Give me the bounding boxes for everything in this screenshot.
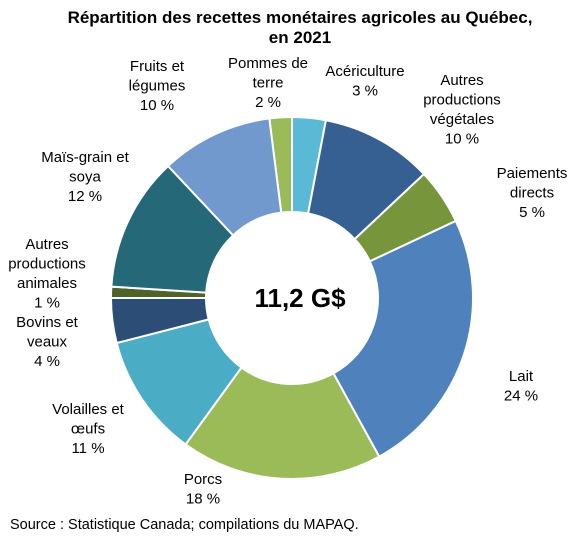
chart-title-line-1: Répartition des recettes monétaires agri… [67,8,533,27]
slice-label-10: Fruits et légumes 10 % [129,58,186,114]
source-note: Source : Statistique Canada; compilation… [10,517,359,533]
center-total-label: 11,2 G$ [254,283,346,313]
slice-labels: Pommes de terre 2 % Acériculture 3 % Autres pr… [8,55,567,508]
slice-label-line: Volailles et [52,401,125,418]
slice-label-line: Lait [509,368,534,385]
slice-label-line: Autres [25,236,68,253]
slice-label-4: Lait 24 % [504,368,538,405]
slice-label-6: Volailles et œufs 11 % [52,401,125,457]
slice-label-7: Bovins et veaux 4 % [16,314,79,370]
slice-label-5: Porcs 18 % [184,471,222,508]
slice-label-line: Paiements [497,165,568,182]
slice-label-line: végétales [430,111,494,128]
slice-label-line: 10 % [140,97,174,114]
slice-label-line: directs [510,185,554,202]
slice-label-line: 12 % [68,188,102,205]
slice-label-line: 24 % [504,388,538,405]
slice-label-2: Autres productions végétales 10 % [423,72,501,148]
donut-slices [109,115,474,480]
slice-label-line: Acériculture [325,63,404,80]
slice-label-line: Fruits et [130,58,185,75]
slice-label-line: animales [17,275,77,292]
donut-slice-4 [332,219,474,458]
slice-label-line: Pommes de [228,55,308,72]
slice-label-0: Pommes de terre 2 % [228,55,308,111]
slice-label-3: Paiements directs 5 % [497,165,568,221]
slice-label-line: Maïs-grain et [41,149,129,166]
slice-label-line: Autres [440,72,483,89]
slice-label-line: 11 % [71,440,104,457]
slice-label-line: veaux [27,334,68,351]
slice-label-line: œufs [71,421,105,438]
donut-slice-5 [184,366,381,480]
slice-label-line: soya [69,169,101,186]
slice-label-9: Maïs-grain et soya 12 % [41,149,129,205]
slice-label-line: 4 % [34,353,60,370]
slice-label-8: Autres productions animales 1 % [8,236,86,312]
slice-label-line: productions [8,256,86,273]
chart-title: Répartition des recettes monétaires agri… [0,8,585,48]
slice-label-line: 3 % [352,83,378,100]
slice-label-line: 10 % [445,131,479,148]
slice-label-line: 1 % [34,295,60,312]
donut-slice-10 [166,117,283,237]
slice-label-line: 18 % [186,491,220,508]
slice-label-line: productions [423,92,501,109]
slice-label-line: légumes [129,78,186,95]
slice-label-line: Bovins et [16,314,79,331]
slice-label-line: terre [253,75,284,92]
chart-title-line-2: en 2021 [268,28,332,47]
slice-label-line: 5 % [519,204,545,221]
slice-label-1: Acériculture 3 % [325,63,404,100]
slice-label-line: Porcs [184,471,222,488]
slice-label-line: 2 % [255,94,281,111]
